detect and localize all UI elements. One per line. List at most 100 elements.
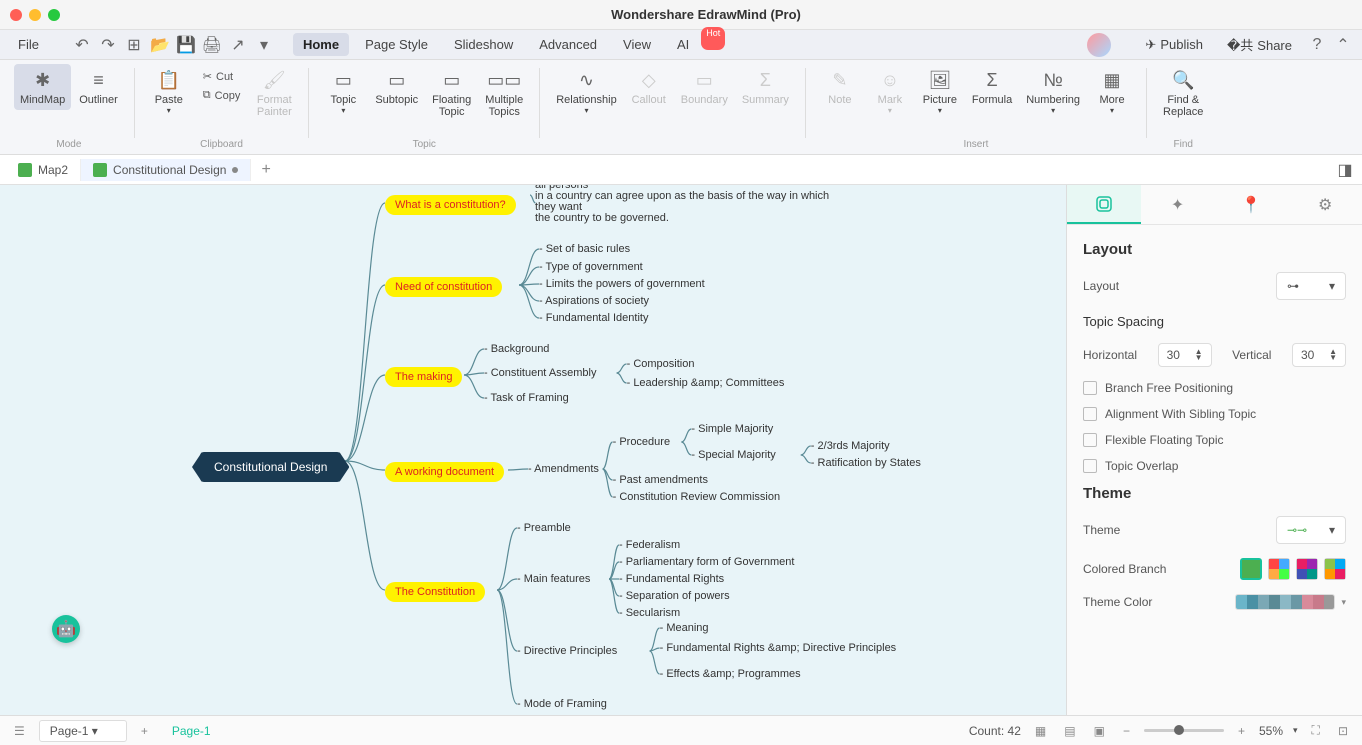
- sub-4-2-2[interactable]: - Effects &amp; Programmes: [660, 668, 801, 680]
- side-tab-map[interactable]: 📍: [1215, 185, 1289, 224]
- outliner-mode-button[interactable]: ≡Outliner: [73, 64, 124, 110]
- doc-tab-1[interactable]: Constitutional Design: [81, 159, 251, 181]
- mindmap-branch-2[interactable]: The making: [385, 367, 462, 387]
- layout-select[interactable]: ⊶▾: [1276, 272, 1346, 300]
- vertical-input[interactable]: 30▲▼: [1292, 343, 1346, 367]
- child-3-0[interactable]: - Amendments: [528, 463, 599, 475]
- more-button[interactable]: ▦More▾: [1088, 64, 1136, 119]
- page-selector[interactable]: Page-1 ▾: [39, 720, 127, 742]
- undo-icon[interactable]: ↶: [71, 34, 93, 56]
- sub-4-1-0[interactable]: - Federalism: [619, 539, 680, 551]
- file-menu[interactable]: File: [8, 33, 49, 56]
- theme-color-chevron-icon[interactable]: ▾: [1341, 597, 1346, 608]
- subtopic-button[interactable]: ▭Subtopic: [369, 64, 424, 122]
- child-1-1[interactable]: - Type of government: [539, 261, 643, 273]
- sub2-3-0-0-0[interactable]: - Simple Majority: [691, 423, 773, 435]
- child-2-1[interactable]: - Constituent Assembly: [484, 367, 597, 379]
- note-0-3[interactable]: the country to be governed.: [535, 212, 669, 224]
- child-4-2[interactable]: - Directive Principles: [517, 645, 617, 657]
- menu-home[interactable]: Home: [293, 33, 349, 56]
- sub-3-0-0[interactable]: - Procedure: [613, 436, 670, 448]
- format-painter-button[interactable]: 🖌Format Painter: [250, 64, 298, 122]
- child-4-0[interactable]: - Preamble: [517, 522, 571, 534]
- child-1-3[interactable]: - Aspirations of society: [539, 295, 649, 307]
- sub-2-1-0[interactable]: - Composition: [627, 358, 695, 370]
- side-tab-settings[interactable]: ⚙: [1288, 185, 1362, 224]
- redo-icon[interactable]: ↷: [97, 34, 119, 56]
- multiple-topics-button[interactable]: ▭▭Multiple Topics: [479, 64, 529, 122]
- menu-view[interactable]: View: [613, 33, 661, 56]
- zoom-slider[interactable]: [1144, 729, 1224, 732]
- page-tab[interactable]: Page-1: [162, 721, 221, 741]
- sub3-1[interactable]: - Ratification by States: [811, 457, 921, 469]
- mindmap-branch-0[interactable]: What is a constitution?: [385, 195, 516, 215]
- sub-4-1-3[interactable]: - Separation of powers: [619, 590, 730, 602]
- fullscreen-icon[interactable]: ⊡: [1334, 722, 1352, 740]
- mindmap-root[interactable]: Constitutional Design: [200, 452, 341, 482]
- mindmap-branch-3[interactable]: A working document: [385, 462, 504, 482]
- help-icon[interactable]: ?: [1306, 34, 1328, 56]
- zoom-out-icon[interactable]: −: [1119, 722, 1134, 740]
- picture-button[interactable]: 🖼Picture▾: [916, 64, 964, 119]
- child-4-1[interactable]: - Main features: [517, 573, 590, 585]
- sub-2-1-1[interactable]: - Leadership &amp; Committees: [627, 377, 785, 389]
- mindmap-branch-1[interactable]: Need of constitution: [385, 277, 502, 297]
- minimize-window-icon[interactable]: [29, 9, 41, 21]
- view-mode-1-icon[interactable]: ▦: [1031, 722, 1050, 740]
- sidepanel-toggle-icon[interactable]: ◨: [1334, 159, 1356, 181]
- more-quick-icon[interactable]: ▾: [253, 34, 275, 56]
- boundary-button[interactable]: ▭Boundary: [675, 64, 734, 119]
- view-mode-2-icon[interactable]: ▤: [1060, 722, 1079, 740]
- publish-button[interactable]: ✈Publish: [1135, 33, 1213, 57]
- export-icon[interactable]: ↗: [227, 34, 249, 56]
- menu-ai[interactable]: AI: [667, 33, 699, 56]
- theme-select[interactable]: ⊸⊸▾: [1276, 516, 1346, 544]
- side-tab-style[interactable]: ✦: [1141, 185, 1215, 224]
- branch-swatch-2[interactable]: [1268, 558, 1290, 580]
- zoom-in-icon[interactable]: +: [1234, 722, 1249, 740]
- maximize-window-icon[interactable]: [48, 9, 60, 21]
- mark-button[interactable]: ☺Mark▾: [866, 64, 914, 119]
- relationship-button[interactable]: ∿Relationship▾: [550, 64, 623, 119]
- close-window-icon[interactable]: [10, 9, 22, 21]
- child-1-4[interactable]: - Fundamental Identity: [539, 312, 648, 324]
- add-tab-button[interactable]: +: [251, 157, 280, 183]
- sub-4-1-2[interactable]: - Fundamental Rights: [619, 573, 724, 585]
- view-mode-3-icon[interactable]: ▣: [1090, 722, 1109, 740]
- fit-screen-icon[interactable]: ⛶: [1308, 721, 1324, 740]
- child-2-0[interactable]: - Background: [484, 343, 549, 355]
- copy-button[interactable]: ⧉ Copy: [199, 87, 245, 104]
- sub-4-2-1[interactable]: - Fundamental Rights &amp; Directive Pri…: [660, 642, 897, 654]
- print-icon[interactable]: 🖨: [201, 34, 223, 56]
- note-button[interactable]: ✎Note: [816, 64, 864, 119]
- doc-tab-0[interactable]: Map2: [6, 159, 81, 181]
- floating-topic-button[interactable]: ▭Floating Topic: [426, 64, 477, 122]
- sub-4-2-0[interactable]: - Meaning: [660, 622, 709, 634]
- side-tab-layout[interactable]: [1067, 185, 1141, 224]
- branch-swatch-1[interactable]: [1240, 558, 1262, 580]
- assistant-fab[interactable]: 🤖: [52, 615, 80, 643]
- sub-4-1-4[interactable]: - Secularism: [619, 607, 680, 619]
- check-alignment-with-sibling-topic[interactable]: Alignment With Sibling Topic: [1083, 407, 1346, 421]
- horizontal-input[interactable]: 30▲▼: [1158, 343, 1212, 367]
- theme-color-bar[interactable]: [1235, 594, 1335, 610]
- sub-3-0-2[interactable]: - Constitution Review Commission: [613, 491, 781, 503]
- child-4-3[interactable]: - Mode of Framing: [517, 698, 607, 710]
- collapse-ribbon-icon[interactable]: ⌃: [1332, 34, 1354, 56]
- paste-button[interactable]: 📋Paste▾: [145, 64, 193, 122]
- branch-swatch-4[interactable]: [1324, 558, 1346, 580]
- user-avatar[interactable]: [1087, 33, 1111, 57]
- check-branch-free-positioning[interactable]: Branch Free Positioning: [1083, 381, 1346, 395]
- check-topic-overlap[interactable]: Topic Overlap: [1083, 459, 1346, 473]
- child-1-0[interactable]: - Set of basic rules: [539, 243, 630, 255]
- callout-button[interactable]: ◇Callout: [625, 64, 673, 119]
- summary-button[interactable]: ΣSummary: [736, 64, 795, 119]
- menu-advanced[interactable]: Advanced: [529, 33, 607, 56]
- menu-slideshow[interactable]: Slideshow: [444, 33, 523, 56]
- cut-button[interactable]: ✂ Cut: [199, 68, 245, 85]
- new-icon[interactable]: ⊞: [123, 34, 145, 56]
- branch-swatch-3[interactable]: [1296, 558, 1318, 580]
- child-1-2[interactable]: - Limits the powers of government: [539, 278, 705, 290]
- sub-3-0-1[interactable]: - Past amendments: [613, 474, 708, 486]
- numbering-button[interactable]: №Numbering▾: [1020, 64, 1086, 119]
